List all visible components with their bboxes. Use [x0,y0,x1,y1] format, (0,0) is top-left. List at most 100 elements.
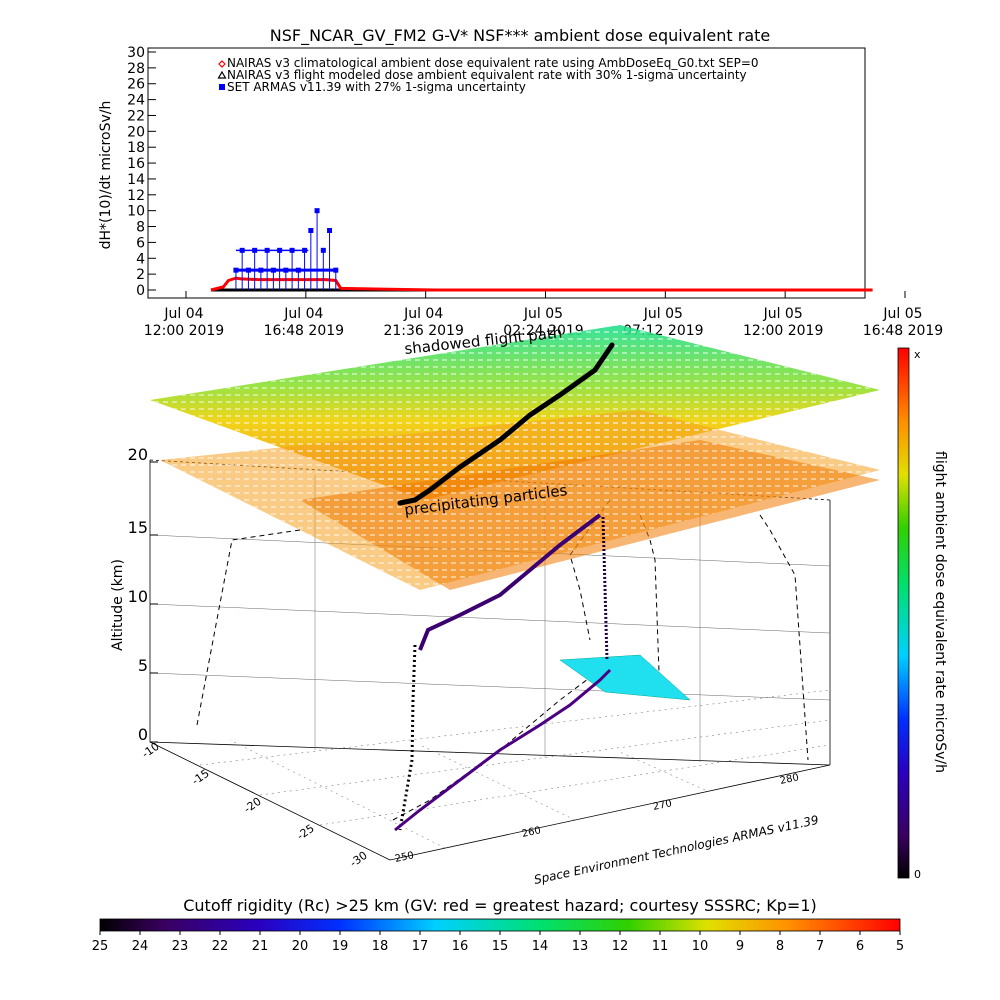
x-tick-label-date: Jul 05 [763,306,803,322]
series-nairas-climatological [210,276,873,292]
lon-tick-label: 250 [394,850,415,865]
colorbar-tick-label: 8 [776,939,784,954]
lat-tick-label: -30 [348,849,370,870]
y-tick-label: 16 [127,156,145,172]
y-tick-label: 26 [127,77,145,93]
y-tick-label: 2 [136,267,145,283]
lon-tick-label: 260 [521,825,542,840]
plot-frame [147,47,866,299]
legend-label: NAIRAS v3 flight modeled dose ambient eq… [227,68,747,82]
x-tick-label-time: 12:00 2019 [743,323,823,339]
credit-text: Space Environment Technologies ARMAS v11… [533,813,820,887]
y-tick-label: 30 [127,45,145,61]
lat-tick-label: -25 [295,822,317,843]
flight-path-middle [398,513,609,831]
y-tick-label: 12 [127,188,145,204]
y-tick-label: 24 [127,93,145,109]
3d-plot: shadowed flight path precipitating parti… [110,324,880,887]
colorbar-tick-label: 12 [612,939,629,954]
x-tick-label-time: 16:48 2019 [264,323,344,339]
colorbar-right: x 0 flight ambient dose equivalent rate … [897,347,948,881]
colorbar-right-top-label: x [914,348,921,361]
lon-tick-label: 280 [779,772,800,787]
colorbar-bottom: Cutoff rigidity (Rc) >25 km (GV: red = g… [92,896,904,954]
z-axis-ticks: 0 5 10 15 20 [128,445,158,744]
lat-tick-label: -20 [242,795,264,816]
colorbar-tick-label: 25 [92,939,109,954]
legend-symbol-triangle [217,70,227,79]
x-tick-label-date: Jul 05 [643,306,683,322]
x-tick-label-date: Jul 04 [163,306,203,322]
x-tick-label-time: 21:36 2019 [383,323,463,339]
colorbar-tick-label: 6 [856,939,864,954]
legend-symbol-square [219,84,225,90]
y-tick-label: 4 [136,251,145,267]
dose-field-lower [160,410,880,590]
top-chart: NSF_NCAR_GV_FM2 G-V* NSF*** ambient dose… [98,26,943,339]
flight-path-ground [394,668,612,832]
colorbar-tick-label: 16 [452,939,469,954]
colorbar-tick-label: 15 [492,939,509,954]
colorbar-tick-label: 20 [292,939,309,954]
x-tick-label-date: Jul 04 [403,306,443,322]
armas-point [320,247,326,253]
colorbar-bottom-ticks: 25 24 23 22 21 20 19 18 17 16 15 14 13 12 11 10 9 8 7 6 5 [92,931,904,954]
z-tick-label: 10 [128,587,148,606]
z-tick-label: 5 [138,656,148,675]
y-tick-label: 8 [136,220,145,236]
x-tick-label-time: 16:48 2019 [863,323,943,339]
lat-tick-label: -15 [190,767,212,788]
colorbar-tick-label: 17 [412,939,429,954]
y-tick-label: 20 [127,124,145,140]
colorbar-right-bottom-label: 0 [914,868,921,881]
y-tick-label: 22 [127,108,145,124]
y-tick-label: 14 [127,172,145,188]
colorbar-tick-label: 9 [736,939,744,954]
colorbar-right-label: flight ambient dose equivalent rate micr… [932,451,948,773]
z-tick-label: 15 [128,518,148,537]
colorbar-bottom-label: Cutoff rigidity (Rc) >25 km (GV: red = g… [183,896,817,915]
y-tick-label: 6 [136,235,145,251]
series-layer [210,208,873,292]
armas-point [327,228,333,233]
legend-symbol-diamond [218,60,226,68]
lon-axis-ticks: 250 260 270 280 [394,772,800,865]
y-tick-label: 0 [136,283,145,299]
x-tick-label-time: 12:00 2019 [144,323,224,339]
legend-label: SET ARMAS v11.39 with 27% 1-sigma uncert… [227,80,526,94]
colorbar-tick-label: 7 [816,939,824,954]
y-axis-label: dH*(10)/dt microSv/h [98,101,114,250]
colorbar-tick-label: 21 [252,939,269,954]
z-tick-label: 20 [128,445,148,464]
colorbar-tick-label: 14 [532,939,549,954]
x-tick-label-date: Jul 05 [523,306,563,322]
cutoff-rigidity-patch [559,654,691,701]
armas-point [314,208,320,214]
z-tick-label: 0 [138,725,148,744]
x-tick-label-date: Jul 05 [882,306,922,322]
y-tick-label: 10 [127,204,145,220]
flight-path-upper [397,342,615,506]
y-tick-label: 28 [127,61,145,77]
colorbar-tick-label: 22 [212,939,229,954]
lon-tick-label: 270 [652,798,673,813]
colorbar-tick-label: 19 [332,939,349,954]
legend-label: NAIRAS v3 climatological ambient dose eq… [227,56,759,70]
colorbar-tick-label: 24 [132,939,149,954]
colorbar-tick-label: 10 [692,939,709,954]
armas-point [308,228,314,233]
colorbar-tick-label: 13 [572,939,589,954]
legend: NAIRAS v3 climatological ambient dose eq… [217,56,759,94]
y-tick-label: 18 [127,140,145,156]
z-axis-label: Altitude (km) [110,559,126,651]
top-chart-title: NSF_NCAR_GV_FM2 G-V* NSF*** ambient dose… [270,26,771,46]
x-tick-label-date: Jul 04 [283,306,323,322]
colorbar-tick-label: 18 [372,939,389,954]
lat-axis-ticks: -10-15-20-25-30 [140,740,370,870]
colorbar-tick-label: 23 [172,939,189,954]
colorbar-tick-label: 11 [652,939,669,954]
colorbar-tick-label: 5 [896,939,904,954]
